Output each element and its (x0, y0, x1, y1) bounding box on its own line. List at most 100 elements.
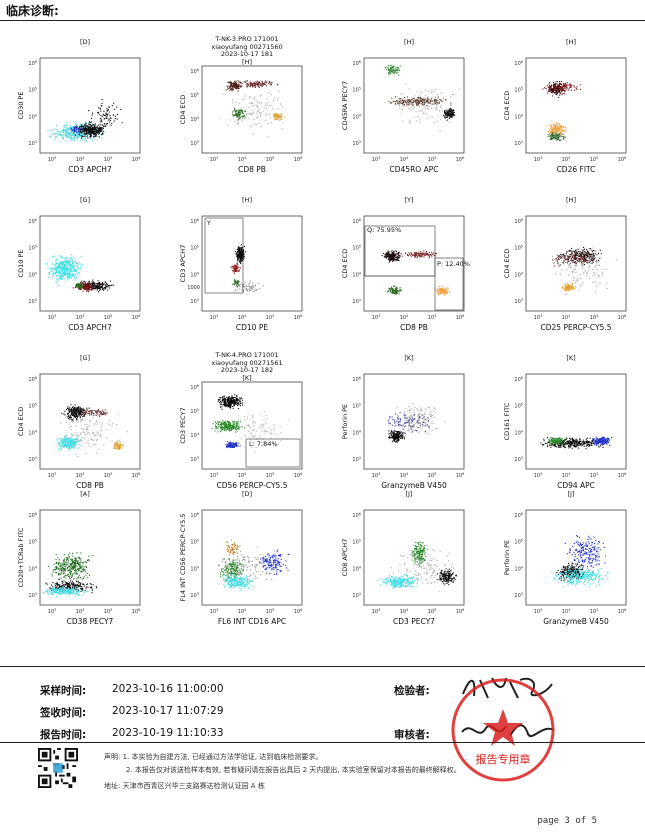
event-dot (561, 126, 563, 128)
event-dot (418, 99, 420, 101)
event-dot (247, 289, 249, 291)
event-dot (446, 287, 448, 289)
event-dot (76, 285, 78, 287)
event-dot (234, 264, 236, 266)
event-dot (256, 84, 258, 86)
event-dot (251, 84, 253, 86)
event-dot (590, 260, 592, 262)
event-dot (390, 259, 392, 261)
event-dot (72, 139, 74, 141)
event-dot (583, 255, 585, 257)
event-dot (440, 99, 442, 101)
event-dot (73, 275, 75, 277)
event-dot (59, 255, 61, 257)
event-dot (560, 258, 562, 260)
event-dot (71, 274, 73, 276)
event-dot (65, 270, 67, 272)
event-dot (571, 283, 573, 285)
event-dot (580, 255, 582, 257)
event-dot (385, 254, 387, 256)
event-dot (558, 86, 560, 88)
event-dot (574, 255, 576, 257)
event-dot (80, 126, 82, 128)
event-dot (77, 272, 79, 274)
x-axis-label: CD10 PE (236, 323, 268, 332)
event-dot (96, 410, 98, 412)
event-dot (106, 115, 108, 117)
event-dot (237, 246, 239, 248)
event-dot (250, 289, 252, 291)
x-tick-label: 105 (104, 156, 113, 163)
event-dot (238, 81, 240, 83)
event-dot (567, 282, 569, 284)
event-dot (427, 98, 429, 100)
event-dot (241, 107, 243, 109)
event-dot (450, 114, 452, 116)
event-dot (553, 82, 555, 84)
event-dot (574, 262, 576, 264)
event-dot (68, 262, 70, 264)
event-dot (229, 87, 231, 89)
event-dot (250, 81, 252, 83)
event-dot (249, 282, 251, 284)
event-dot (57, 134, 59, 136)
event-dot (593, 258, 595, 260)
event-dot (556, 93, 558, 95)
event-dot (392, 69, 394, 71)
event-dot (103, 123, 105, 125)
event-dot (74, 123, 76, 125)
event-dot (253, 105, 255, 107)
event-dot (265, 85, 267, 87)
event-dot (51, 268, 53, 270)
event-dot (60, 270, 62, 272)
event-dot (75, 409, 77, 411)
event-dot (552, 135, 554, 137)
event-dot (77, 287, 79, 289)
event-dot (47, 268, 49, 270)
event-dot (431, 92, 433, 94)
event-dot (81, 281, 83, 283)
event-dot (393, 72, 395, 74)
event-dot (66, 124, 68, 126)
event-dot (241, 247, 243, 249)
event-dot (64, 134, 66, 136)
event-dot (392, 290, 394, 292)
event-dot (112, 284, 114, 286)
event-dot (387, 254, 389, 256)
event-dot (70, 417, 72, 419)
event-dot (595, 261, 597, 263)
event-dot (558, 259, 560, 261)
event-dot (579, 84, 581, 86)
event-dot (64, 260, 66, 262)
event-dot (74, 410, 76, 412)
event-dot (70, 132, 72, 134)
event-dot (557, 135, 559, 137)
event-dot (71, 266, 73, 268)
event-dot (60, 262, 62, 264)
event-dot (82, 131, 84, 133)
event-dot (66, 259, 68, 261)
event-dot (385, 253, 387, 255)
event-dot (257, 106, 259, 108)
event-dot (66, 275, 68, 277)
event-dot (576, 86, 578, 88)
event-dot (246, 284, 248, 286)
event-dot (100, 120, 102, 122)
event-dot (60, 131, 62, 133)
event-dot (88, 282, 90, 284)
event-dot (426, 100, 428, 102)
event-dot (559, 256, 561, 258)
event-dot (589, 248, 591, 250)
event-dot (255, 86, 257, 88)
event-dot (550, 90, 552, 92)
event-dot (586, 271, 588, 273)
event-dot (257, 101, 259, 103)
event-dot (575, 264, 577, 266)
plot-gate-title: [D] (79, 38, 91, 46)
event-dot (94, 284, 96, 286)
event-dot (79, 135, 81, 137)
event-dot (87, 283, 89, 285)
event-dot (74, 134, 76, 136)
event-dot (68, 130, 70, 132)
event-dot (430, 107, 432, 109)
